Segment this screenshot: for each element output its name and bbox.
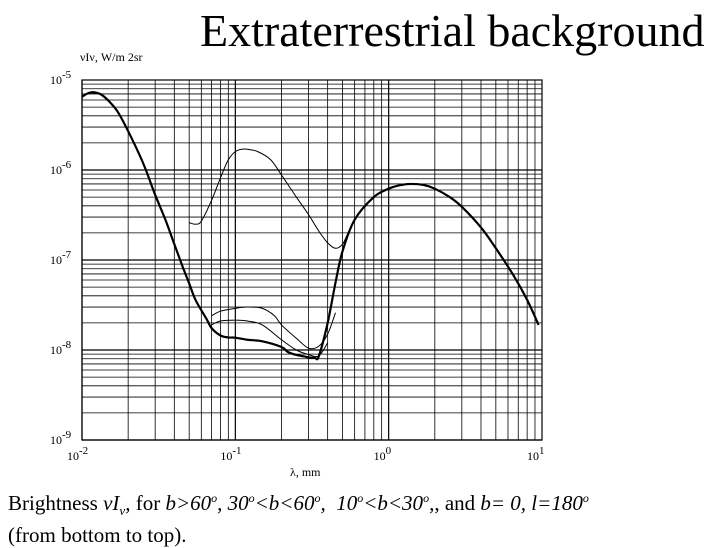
plot-frame [81, 79, 543, 441]
caption-cond3b: <b<30 [363, 491, 424, 515]
caption-deg3: o [314, 491, 321, 505]
y-tick-label: 10-9 [50, 429, 72, 447]
y-tick-label: 10-8 [50, 339, 72, 357]
x-tick-label: 10-2 [67, 445, 88, 463]
caption-brightness: Brightness [8, 491, 104, 515]
caption-deg5: o [423, 491, 430, 505]
caption-cond2: 30 [227, 491, 249, 515]
axis-tick-labels: 10-5 10-6 10-7 10-8 10-910-2 10-1 100 101 [50, 69, 545, 463]
caption-and: , and [434, 491, 481, 515]
caption-nu-sub: ν [119, 503, 126, 519]
x-tick-label: 100 [374, 445, 392, 463]
series-line-3 [211, 306, 336, 350]
chart-caption: Brightness νIν, for b>60o, 30o<b<60o, 10… [8, 491, 589, 548]
x-axis-label: λ, mm [290, 465, 321, 479]
caption-deg1: o [211, 491, 218, 505]
caption-nu-i: νI [103, 491, 120, 515]
y-tick-label: 10-7 [50, 249, 72, 267]
caption-cond3: 10 [336, 491, 358, 515]
caption-cond1: b>60 [165, 491, 212, 515]
caption-line2: (from bottom to top). [8, 523, 187, 548]
y-axis-label: νIν, W/m 2sr [80, 50, 143, 64]
caption-deg4: o [357, 491, 364, 505]
chart-series [81, 91, 540, 361]
series-line-1 [81, 91, 540, 361]
caption-cond4: b= 0, l=180 [480, 491, 583, 515]
caption-deg6: o [582, 491, 589, 505]
chart-plot-area: 10-5 10-6 10-7 10-8 10-910-2 10-1 100 101 [50, 69, 545, 463]
chart-title: Extraterrestrial background [200, 5, 705, 56]
chart-grid [81, 79, 543, 441]
x-tick-label: 10-1 [220, 445, 241, 463]
series-line-4 [189, 148, 350, 249]
caption-for: , for [125, 491, 166, 515]
y-tick-label: 10-5 [50, 69, 72, 87]
caption-deg2: o [248, 491, 255, 505]
caption-cond2b: <b<60 [254, 491, 315, 515]
y-tick-label: 10-6 [50, 159, 72, 177]
x-tick-label: 101 [527, 445, 545, 463]
series-line-2 [211, 319, 329, 358]
